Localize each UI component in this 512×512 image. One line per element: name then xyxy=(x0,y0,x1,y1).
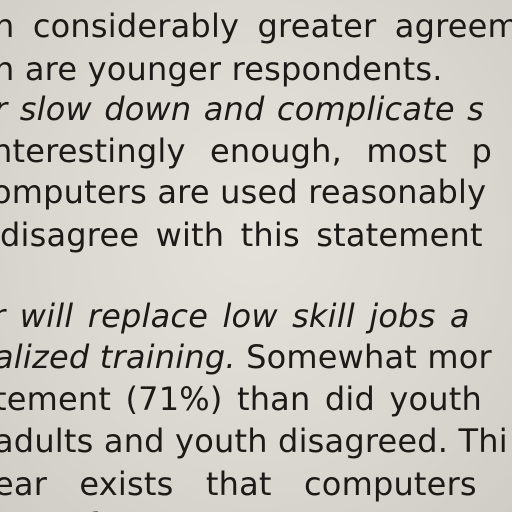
text-line-3-italic: r slow down and complicate s xyxy=(0,90,485,128)
text-line-6: disagree with this statement xyxy=(0,216,483,254)
text-line-12-cutoff: n ... of ... ... ... xyxy=(0,506,222,512)
text-line-4: nterestingly enough, most p xyxy=(0,132,492,170)
text-line-8: alized training. Somewhat mor xyxy=(0,338,492,376)
text-line-5: omputers are used reasonably xyxy=(0,173,487,211)
text-line-10: adults and youth disagreed. Thi xyxy=(0,422,508,460)
text-line-9: tement (71%) than did youth xyxy=(0,380,482,418)
text-line-1: n considerably greater agreem xyxy=(0,7,512,45)
text-line-2: n are younger respondents. xyxy=(0,50,443,88)
text-line-7-italic: r will replace low skill jobs a xyxy=(0,297,470,335)
text-line-8-regular-part: Somewhat mor xyxy=(235,338,492,376)
text-line-11: ear exists that computers xyxy=(0,465,477,503)
text-line-8-italic-part: alized training. xyxy=(0,338,236,376)
